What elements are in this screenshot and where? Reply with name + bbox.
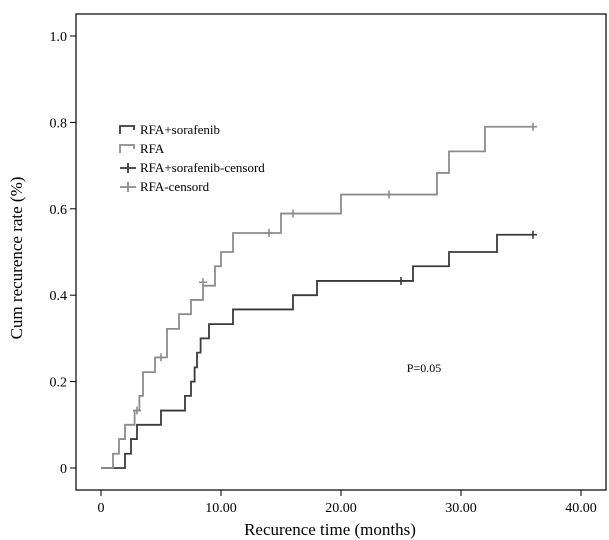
series-line [101,233,533,469]
censor-mark [529,122,537,131]
plot-border [75,13,607,491]
y-tick-label: 0.8 [50,116,68,131]
y-tick-label: 0.2 [50,376,68,391]
censor-mark [157,353,165,362]
legend-label: RFA-censord [140,179,210,194]
p-value-annotation: P=0.05 [407,361,441,375]
series-line [101,125,533,469]
censor-mark [397,276,405,285]
x-tick-label: 0 [98,501,105,516]
x-axis-title: Recurence time (months) [244,520,416,539]
x-tick-label: 40.00 [565,501,597,516]
censor-mark [385,190,393,199]
censor-mark [199,278,207,287]
plot-area [75,13,607,491]
y-tick-label: 0.6 [50,203,68,218]
censor-marks [133,122,537,415]
legend-cross-symbol [120,182,136,192]
y-axis-title: Cum recurence rate (%) [7,177,26,340]
x-tick-label: 10.00 [205,501,237,516]
legend-label: RFA [140,141,165,156]
legend-label: RFA+sorafenib [140,122,220,137]
y-tick-label: 1.0 [50,30,68,45]
y-tick-label: 0.4 [50,289,68,304]
y-tick-label: 0 [60,462,67,477]
x-tick-label: 20.00 [325,501,357,516]
y-axis: 0 0.2 0.4 0.6 0.8 1.0 [50,30,76,477]
legend-label: RFA+sorafenib-censord [140,160,265,175]
x-tick-label: 30.00 [445,501,477,516]
censor-mark [289,209,297,218]
legend-step-symbol [119,125,135,134]
series-curves [101,125,533,469]
legend-step-symbol [119,144,135,153]
censor-mark [265,228,273,237]
x-axis: 0 10.00 20.00 30.00 40.00 [98,490,597,516]
censor-mark [133,406,141,415]
legend: RFA+sorafenib RFA RFA+sorafenib-censord RFA… [119,122,265,194]
legend-cross-symbol [120,163,136,173]
censor-mark [529,230,537,239]
